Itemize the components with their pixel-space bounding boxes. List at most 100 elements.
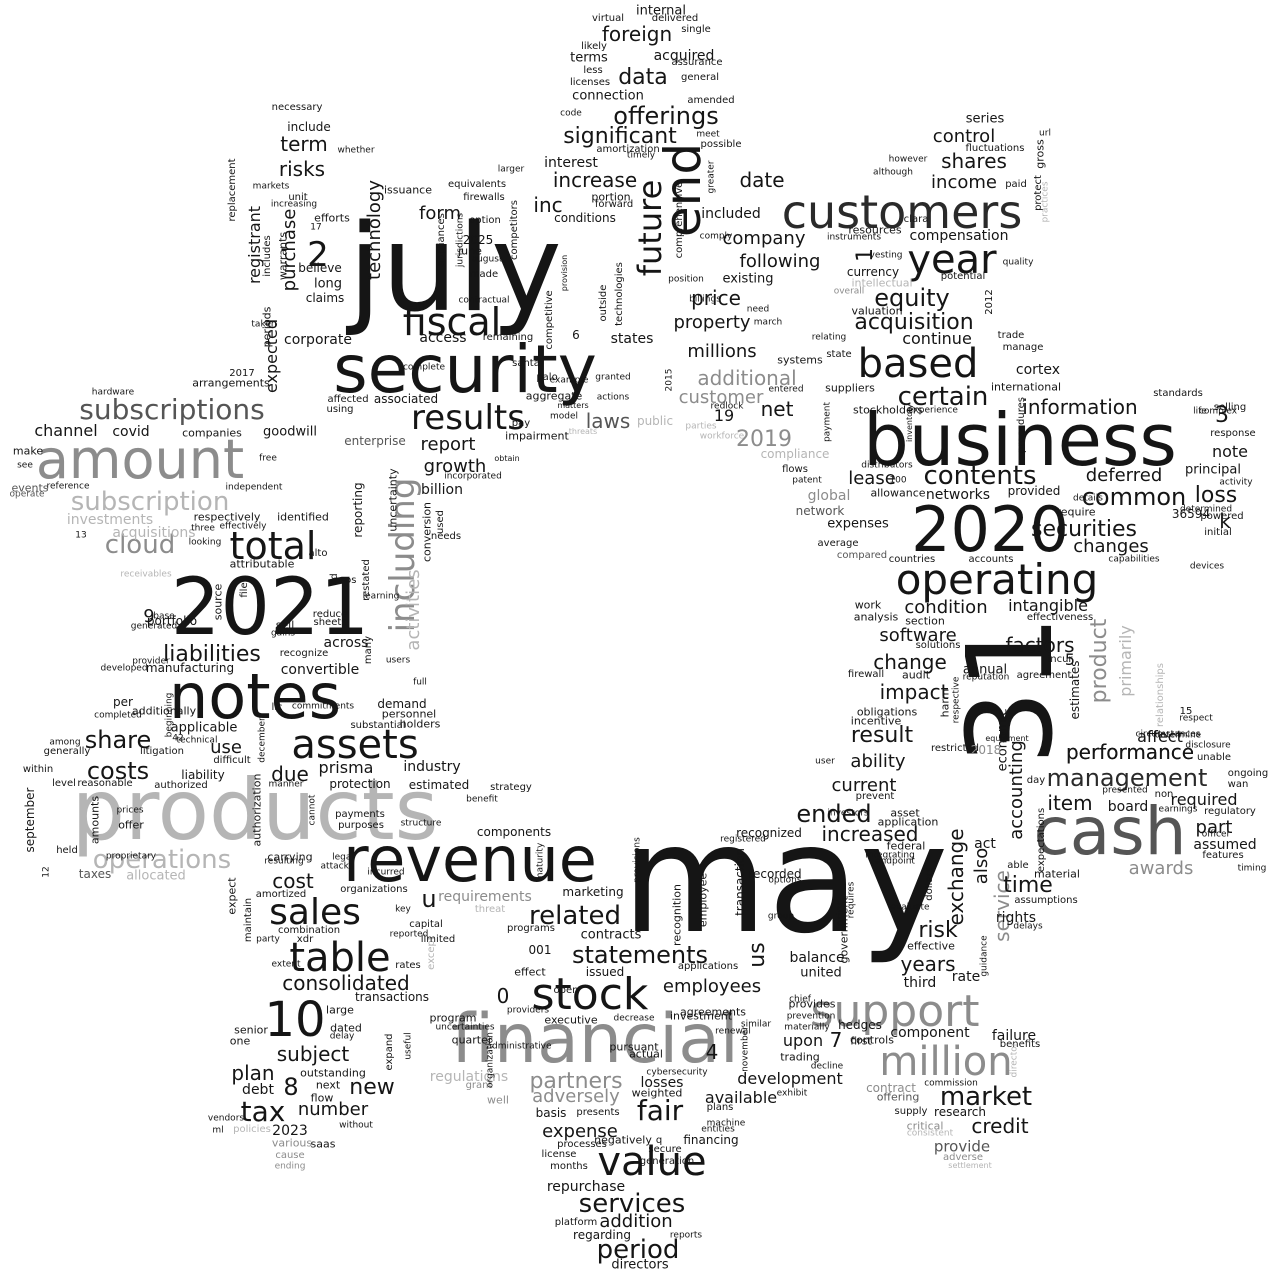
cloud-word: presents	[576, 1107, 620, 1118]
cloud-word: 42	[172, 733, 184, 744]
cloud-word: cloud	[104, 530, 176, 560]
cloud-word: issued	[585, 965, 625, 979]
cloud-word: product	[1087, 618, 1112, 704]
cloud-word: hardware	[91, 387, 135, 398]
cloud-word: negatively	[594, 1133, 652, 1147]
cloud-word: saas	[310, 1137, 336, 1151]
cloud-word: third	[903, 975, 937, 991]
cloud-word: single	[681, 24, 711, 35]
cloud-word: regarding	[573, 1228, 631, 1242]
cloud-word: make	[12, 444, 44, 458]
cloud-word: require	[1056, 505, 1096, 519]
cloud-word: subscriptions	[79, 393, 265, 426]
cloud-word: following	[739, 251, 821, 272]
cloud-word: august	[471, 254, 503, 265]
cloud-word: addition	[599, 1211, 673, 1232]
cloud-word: markets	[252, 181, 290, 192]
cloud-word: effectively	[219, 521, 267, 532]
cloud-word: included	[701, 206, 761, 222]
cloud-word: months	[550, 1161, 588, 1172]
cloud-word: incentive	[850, 714, 902, 728]
cloud-word: 3	[1215, 403, 1229, 428]
cloud-word: providers	[506, 1005, 550, 1016]
cloud-word: capabilities	[1108, 554, 1160, 565]
cloud-word: threats	[568, 427, 598, 436]
cloud-word: various	[271, 1136, 313, 1150]
cloud-word: patent	[792, 475, 822, 486]
cloud-word: exchange	[944, 828, 968, 926]
cloud-word: ending	[274, 1161, 306, 1172]
cloud-word: due	[271, 762, 309, 786]
cloud-word: activity	[1219, 477, 1253, 488]
cloud-word: looking	[188, 537, 222, 548]
cloud-word: incorporated	[444, 471, 502, 482]
cloud-word: across	[323, 635, 369, 651]
cloud-word: billion	[421, 482, 463, 498]
cloud-word: work	[854, 598, 882, 612]
cloud-word: employees	[662, 976, 762, 997]
cloud-word: events	[11, 481, 49, 495]
cloud-word: certain	[897, 382, 989, 412]
cloud-word: term	[280, 132, 328, 156]
cloud-word: affected	[327, 394, 369, 405]
cloud-word: capital	[409, 919, 443, 930]
cloud-word: powered	[1200, 511, 1244, 522]
cloud-word: includes	[262, 235, 273, 277]
cloud-word: 2020	[911, 493, 1069, 566]
cloud-word: director	[1009, 1042, 1020, 1078]
cloud-word: attributable	[229, 557, 295, 571]
cloud-word: strategy	[490, 782, 532, 793]
cloud-word: actions	[596, 392, 630, 403]
cloud-word: additionally	[131, 704, 197, 718]
cloud-word: resulting	[264, 856, 304, 867]
cloud-word: financing	[683, 1133, 739, 1147]
cloud-word: inc	[533, 193, 563, 217]
cloud-word: believe	[298, 261, 342, 275]
cloud-word: efforts	[314, 211, 350, 225]
cloud-word: offering	[876, 1090, 920, 1104]
cloud-word: activities	[403, 569, 424, 651]
cloud-word: selling	[1213, 402, 1247, 413]
cloud-word: upon	[782, 1031, 824, 1050]
cloud-word: networks	[925, 487, 991, 503]
cloud-word: data	[618, 65, 668, 90]
cloud-word: base	[153, 611, 175, 622]
cloud-word: 4	[705, 1040, 719, 1064]
cloud-word: granted	[595, 372, 631, 383]
cloud-word: fair	[636, 1094, 684, 1127]
cloud-word: key	[395, 904, 411, 915]
cloud-word: general	[680, 72, 720, 83]
cloud-word: features	[1202, 850, 1244, 861]
cloud-word: integrating	[865, 850, 915, 861]
cloud-word: less	[583, 65, 603, 76]
cloud-word: pursuant	[609, 1040, 659, 1054]
cloud-word: effectiveness	[1026, 612, 1094, 623]
cloud-word: party	[256, 934, 280, 945]
cloud-word: reported	[389, 929, 429, 940]
cloud-word: share	[84, 726, 152, 754]
cloud-word: net	[760, 397, 794, 421]
cloud-word: contents	[923, 461, 1037, 491]
cloud-word: loss	[1194, 483, 1238, 508]
cloud-word: recorded	[748, 867, 802, 881]
cloud-word: assurance	[671, 57, 723, 68]
cloud-word: amortized	[255, 889, 307, 900]
cloud-word: liability	[181, 768, 225, 782]
cloud-word: source	[211, 583, 225, 621]
cloud-word: shares	[941, 149, 1007, 173]
cloud-word: us	[745, 942, 770, 968]
cloud-word: 2019	[736, 427, 792, 452]
cloud-word: agreement	[1016, 670, 1072, 681]
cloud-word: proprietary	[105, 851, 157, 862]
cloud-word: details	[1073, 493, 1103, 504]
cloud-word: programs	[507, 923, 555, 934]
cloud-word: intellectual	[851, 276, 913, 290]
cloud-word: expectations	[1036, 807, 1047, 873]
cloud-word: psos	[333, 575, 357, 586]
cloud-word: overall	[833, 286, 865, 297]
cloud-word: 8	[283, 1073, 299, 1101]
cloud-word: demand	[377, 697, 427, 711]
cloud-word: deferred	[1085, 465, 1163, 486]
cloud-word: property	[673, 312, 751, 333]
